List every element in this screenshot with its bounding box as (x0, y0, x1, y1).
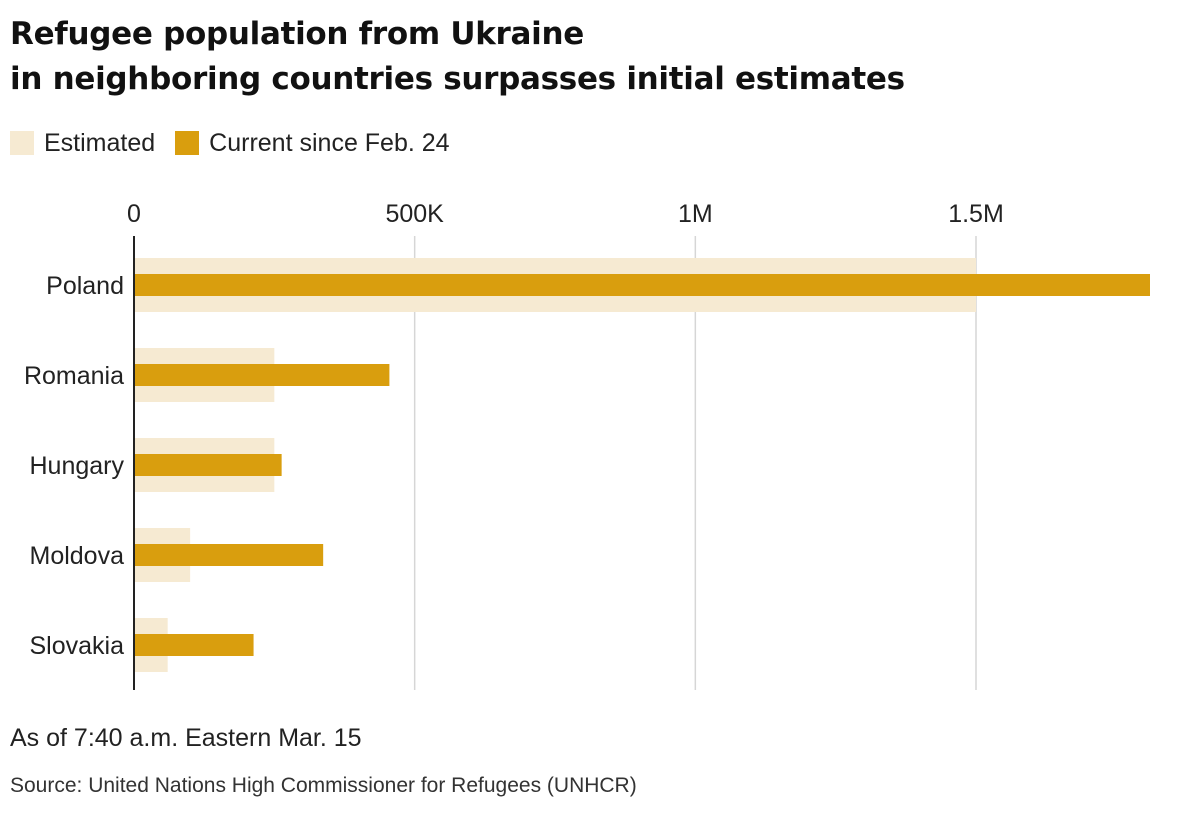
x-tick-label-3: 1.5M (948, 200, 1004, 228)
category-label-romania: Romania (24, 362, 124, 390)
source-note: Source: United Nations High Commissioner… (10, 774, 637, 797)
chart-title-line-1: Refugee population from Ukraine (10, 16, 584, 52)
category-label-slovakia: Slovakia (30, 632, 125, 660)
bar-current-hungary (134, 454, 282, 476)
bar-current-poland (134, 274, 1150, 296)
timestamp-note: As of 7:40 a.m. Eastern Mar. 15 (10, 724, 362, 752)
bar-current-slovakia (134, 634, 254, 656)
chart-title-line-2: in neighboring countries surpasses initi… (10, 61, 905, 97)
legend-swatch-current (175, 131, 200, 155)
x-tick-label-2: 1M (678, 200, 713, 228)
category-label-poland: Poland (46, 272, 124, 300)
bar-current-romania (134, 364, 390, 386)
legend-swatch-estimated (10, 131, 34, 155)
x-tick-label-1: 500K (385, 200, 444, 228)
legend-item-estimated: Estimated (10, 129, 155, 158)
legend: Estimated Current since Feb. 24 (10, 128, 470, 158)
chart-title: Refugee population from Ukraine in neigh… (10, 12, 1160, 102)
category-label-hungary: Hungary (30, 452, 125, 480)
legend-label-estimated: Estimated (44, 128, 156, 157)
legend-label-current: Current since Feb. 24 (209, 128, 450, 157)
x-tick-label-0: 0 (127, 200, 141, 228)
bar-chart: 0 500K 1M 1.5M Poland Romania Hungary Moldova Sl… (24, 200, 1150, 690)
bar-current-moldova (134, 544, 324, 566)
category-label-moldova: Moldova (30, 542, 125, 570)
legend-item-current: Current since Feb. 24 (175, 128, 450, 158)
